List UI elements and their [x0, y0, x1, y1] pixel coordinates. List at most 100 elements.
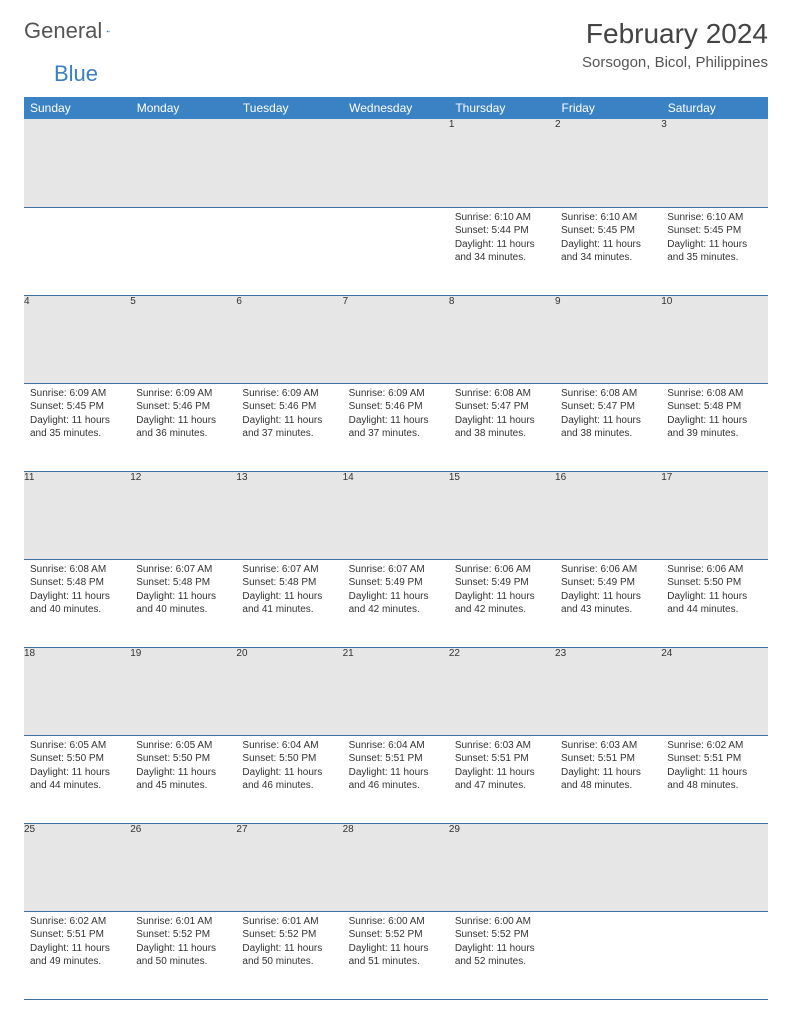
daylight-line: Daylight: 11 hours and 39 minutes.: [667, 414, 761, 441]
day-cell: Sunrise: 6:00 AMSunset: 5:52 PMDaylight:…: [343, 911, 449, 999]
daylight-line: Daylight: 11 hours and 46 minutes.: [349, 766, 443, 793]
day-cell: [24, 207, 130, 295]
sunset-line: Sunset: 5:52 PM: [349, 928, 443, 942]
sunrise-line: Sunrise: 6:04 AM: [349, 739, 443, 753]
daynum-row: 11121314151617: [24, 471, 768, 559]
content-row: Sunrise: 6:08 AMSunset: 5:48 PMDaylight:…: [24, 559, 768, 647]
sunrise-line: Sunrise: 6:09 AM: [136, 387, 230, 401]
sunset-line: Sunset: 5:50 PM: [30, 752, 124, 766]
daylight-line: Daylight: 11 hours and 43 minutes.: [561, 590, 655, 617]
day-cell-body: Sunrise: 6:07 AMSunset: 5:48 PMDaylight:…: [130, 560, 236, 623]
day-cell: Sunrise: 6:08 AMSunset: 5:47 PMDaylight:…: [555, 383, 661, 471]
day-cell: Sunrise: 6:01 AMSunset: 5:52 PMDaylight:…: [130, 911, 236, 999]
sunset-line: Sunset: 5:46 PM: [136, 400, 230, 414]
weekday-header: Monday: [130, 97, 236, 119]
day-cell: Sunrise: 6:06 AMSunset: 5:49 PMDaylight:…: [449, 559, 555, 647]
day-cell-body: Sunrise: 6:04 AMSunset: 5:51 PMDaylight:…: [343, 736, 449, 799]
sunset-line: Sunset: 5:48 PM: [30, 576, 124, 590]
day-cell-body: Sunrise: 6:00 AMSunset: 5:52 PMDaylight:…: [343, 912, 449, 975]
sunset-line: Sunset: 5:49 PM: [349, 576, 443, 590]
brand-part2: Blue: [54, 61, 98, 86]
day-number-cell: 11: [24, 471, 130, 559]
sunrise-line: Sunrise: 6:08 AM: [667, 387, 761, 401]
daylight-line: Daylight: 11 hours and 50 minutes.: [136, 942, 230, 969]
day-number-cell: 23: [555, 647, 661, 735]
daylight-line: Daylight: 11 hours and 48 minutes.: [561, 766, 655, 793]
sunset-line: Sunset: 5:46 PM: [242, 400, 336, 414]
calendar-table: SundayMondayTuesdayWednesdayThursdayFrid…: [24, 97, 768, 1000]
sunset-line: Sunset: 5:51 PM: [30, 928, 124, 942]
day-cell-body: Sunrise: 6:10 AMSunset: 5:44 PMDaylight:…: [449, 208, 555, 271]
day-cell-body: Sunrise: 6:06 AMSunset: 5:49 PMDaylight:…: [555, 560, 661, 623]
day-cell: Sunrise: 6:01 AMSunset: 5:52 PMDaylight:…: [236, 911, 342, 999]
sunrise-line: Sunrise: 6:02 AM: [667, 739, 761, 753]
daylight-line: Daylight: 11 hours and 48 minutes.: [667, 766, 761, 793]
sunrise-line: Sunrise: 6:09 AM: [242, 387, 336, 401]
day-cell-body: Sunrise: 6:10 AMSunset: 5:45 PMDaylight:…: [555, 208, 661, 271]
day-cell-body: Sunrise: 6:09 AMSunset: 5:46 PMDaylight:…: [236, 384, 342, 447]
day-number-cell: 24: [661, 647, 767, 735]
weekday-header: Wednesday: [343, 97, 449, 119]
day-number-cell: 12: [130, 471, 236, 559]
day-number-cell: 13: [236, 471, 342, 559]
daylight-line: Daylight: 11 hours and 38 minutes.: [455, 414, 549, 441]
weekday-header: Friday: [555, 97, 661, 119]
sunset-line: Sunset: 5:52 PM: [455, 928, 549, 942]
day-number-cell: 5: [130, 295, 236, 383]
brand-part1: General: [24, 18, 102, 44]
sunrise-line: Sunrise: 6:10 AM: [561, 211, 655, 225]
sunrise-line: Sunrise: 6:00 AM: [349, 915, 443, 929]
sunset-line: Sunset: 5:50 PM: [667, 576, 761, 590]
day-number-cell: [236, 119, 342, 207]
day-cell: Sunrise: 6:10 AMSunset: 5:45 PMDaylight:…: [555, 207, 661, 295]
day-cell: Sunrise: 6:04 AMSunset: 5:51 PMDaylight:…: [343, 735, 449, 823]
day-cell-body: Sunrise: 6:09 AMSunset: 5:45 PMDaylight:…: [24, 384, 130, 447]
day-number-cell: 6: [236, 295, 342, 383]
content-row: Sunrise: 6:09 AMSunset: 5:45 PMDaylight:…: [24, 383, 768, 471]
day-cell: Sunrise: 6:10 AMSunset: 5:44 PMDaylight:…: [449, 207, 555, 295]
sunrise-line: Sunrise: 6:01 AM: [242, 915, 336, 929]
sunset-line: Sunset: 5:47 PM: [561, 400, 655, 414]
day-cell-body: Sunrise: 6:02 AMSunset: 5:51 PMDaylight:…: [661, 736, 767, 799]
day-number-cell: 3: [661, 119, 767, 207]
day-cell: Sunrise: 6:02 AMSunset: 5:51 PMDaylight:…: [661, 735, 767, 823]
daylight-line: Daylight: 11 hours and 46 minutes.: [242, 766, 336, 793]
day-cell: Sunrise: 6:03 AMSunset: 5:51 PMDaylight:…: [449, 735, 555, 823]
sunset-line: Sunset: 5:47 PM: [455, 400, 549, 414]
sunset-line: Sunset: 5:45 PM: [667, 224, 761, 238]
day-cell-body: Sunrise: 6:02 AMSunset: 5:51 PMDaylight:…: [24, 912, 130, 975]
daylight-line: Daylight: 11 hours and 41 minutes.: [242, 590, 336, 617]
day-cell: [661, 911, 767, 999]
day-number-cell: [343, 119, 449, 207]
day-cell: Sunrise: 6:07 AMSunset: 5:49 PMDaylight:…: [343, 559, 449, 647]
sunrise-line: Sunrise: 6:05 AM: [136, 739, 230, 753]
sunrise-line: Sunrise: 6:06 AM: [561, 563, 655, 577]
day-number-cell: 26: [130, 823, 236, 911]
day-number-cell: 7: [343, 295, 449, 383]
day-number-cell: 18: [24, 647, 130, 735]
sunrise-line: Sunrise: 6:07 AM: [349, 563, 443, 577]
daylight-line: Daylight: 11 hours and 38 minutes.: [561, 414, 655, 441]
day-cell-body: Sunrise: 6:01 AMSunset: 5:52 PMDaylight:…: [130, 912, 236, 975]
daylight-line: Daylight: 11 hours and 36 minutes.: [136, 414, 230, 441]
sunrise-line: Sunrise: 6:07 AM: [136, 563, 230, 577]
day-number-cell: 16: [555, 471, 661, 559]
sunrise-line: Sunrise: 6:06 AM: [667, 563, 761, 577]
content-row: Sunrise: 6:10 AMSunset: 5:44 PMDaylight:…: [24, 207, 768, 295]
day-number-cell: 19: [130, 647, 236, 735]
calendar-page: General February 2024 Sorsogon, Bicol, P…: [0, 0, 792, 1018]
sunset-line: Sunset: 5:51 PM: [667, 752, 761, 766]
sunset-line: Sunset: 5:48 PM: [242, 576, 336, 590]
day-number-cell: 10: [661, 295, 767, 383]
daylight-line: Daylight: 11 hours and 34 minutes.: [455, 238, 549, 265]
day-cell-body: Sunrise: 6:07 AMSunset: 5:49 PMDaylight:…: [343, 560, 449, 623]
weekday-header: Tuesday: [236, 97, 342, 119]
location: Sorsogon, Bicol, Philippines: [582, 54, 768, 71]
sunset-line: Sunset: 5:48 PM: [667, 400, 761, 414]
day-cell-body: Sunrise: 6:01 AMSunset: 5:52 PMDaylight:…: [236, 912, 342, 975]
day-cell: [130, 207, 236, 295]
day-number-cell: [24, 119, 130, 207]
day-cell-body: Sunrise: 6:00 AMSunset: 5:52 PMDaylight:…: [449, 912, 555, 975]
sunset-line: Sunset: 5:51 PM: [561, 752, 655, 766]
sunrise-line: Sunrise: 6:09 AM: [30, 387, 124, 401]
